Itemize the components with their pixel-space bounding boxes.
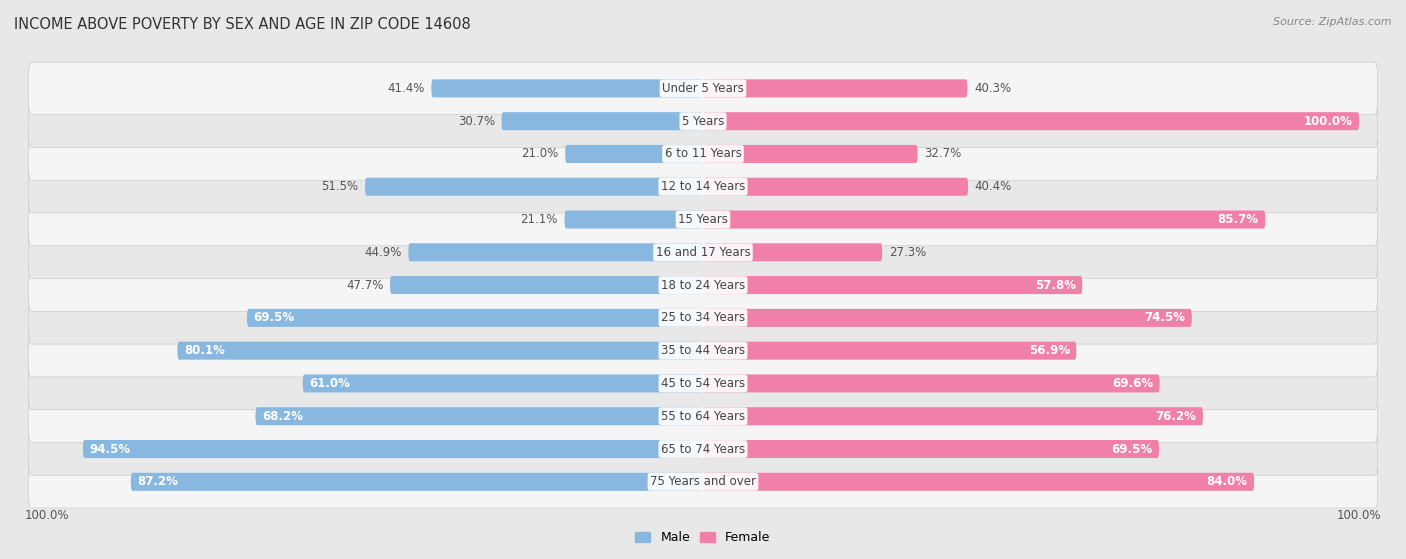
Text: 12 to 14 Years: 12 to 14 Years bbox=[661, 180, 745, 193]
FancyBboxPatch shape bbox=[28, 259, 1378, 311]
Text: 32.7%: 32.7% bbox=[924, 148, 962, 160]
FancyBboxPatch shape bbox=[408, 243, 703, 261]
Text: 74.5%: 74.5% bbox=[1144, 311, 1185, 324]
FancyBboxPatch shape bbox=[432, 79, 703, 97]
FancyBboxPatch shape bbox=[247, 309, 703, 327]
FancyBboxPatch shape bbox=[28, 62, 1378, 115]
Text: 35 to 44 Years: 35 to 44 Years bbox=[661, 344, 745, 357]
Text: 55 to 64 Years: 55 to 64 Years bbox=[661, 410, 745, 423]
FancyBboxPatch shape bbox=[28, 226, 1378, 278]
FancyBboxPatch shape bbox=[28, 324, 1378, 377]
Text: 21.1%: 21.1% bbox=[520, 213, 558, 226]
FancyBboxPatch shape bbox=[28, 95, 1378, 148]
Text: 84.0%: 84.0% bbox=[1206, 475, 1247, 489]
Text: 30.7%: 30.7% bbox=[458, 115, 495, 127]
FancyBboxPatch shape bbox=[703, 407, 1204, 425]
Text: 15 Years: 15 Years bbox=[678, 213, 728, 226]
Text: 56.9%: 56.9% bbox=[1029, 344, 1070, 357]
FancyBboxPatch shape bbox=[703, 440, 1159, 458]
FancyBboxPatch shape bbox=[703, 112, 1360, 130]
Text: 69.6%: 69.6% bbox=[1112, 377, 1153, 390]
FancyBboxPatch shape bbox=[703, 145, 918, 163]
Text: 100.0%: 100.0% bbox=[1303, 115, 1353, 127]
FancyBboxPatch shape bbox=[177, 342, 703, 359]
Text: 69.5%: 69.5% bbox=[1111, 443, 1153, 456]
Text: 5 Years: 5 Years bbox=[682, 115, 724, 127]
FancyBboxPatch shape bbox=[703, 309, 1192, 327]
Text: 76.2%: 76.2% bbox=[1156, 410, 1197, 423]
Text: 51.5%: 51.5% bbox=[322, 180, 359, 193]
FancyBboxPatch shape bbox=[703, 473, 1254, 491]
Text: 40.4%: 40.4% bbox=[974, 180, 1012, 193]
Text: 16 and 17 Years: 16 and 17 Years bbox=[655, 246, 751, 259]
Legend: Male, Female: Male, Female bbox=[630, 526, 776, 549]
Text: 65 to 74 Years: 65 to 74 Years bbox=[661, 443, 745, 456]
FancyBboxPatch shape bbox=[28, 193, 1378, 246]
FancyBboxPatch shape bbox=[28, 456, 1378, 508]
FancyBboxPatch shape bbox=[565, 211, 703, 229]
Text: 47.7%: 47.7% bbox=[346, 278, 384, 292]
FancyBboxPatch shape bbox=[703, 211, 1265, 229]
FancyBboxPatch shape bbox=[28, 390, 1378, 443]
Text: Under 5 Years: Under 5 Years bbox=[662, 82, 744, 95]
Text: 87.2%: 87.2% bbox=[138, 475, 179, 489]
FancyBboxPatch shape bbox=[256, 407, 703, 425]
FancyBboxPatch shape bbox=[28, 423, 1378, 475]
Text: 69.5%: 69.5% bbox=[253, 311, 295, 324]
Text: 57.8%: 57.8% bbox=[1035, 278, 1076, 292]
FancyBboxPatch shape bbox=[28, 160, 1378, 213]
FancyBboxPatch shape bbox=[703, 276, 1083, 294]
Text: 40.3%: 40.3% bbox=[974, 82, 1011, 95]
Text: 75 Years and over: 75 Years and over bbox=[650, 475, 756, 489]
Text: 6 to 11 Years: 6 to 11 Years bbox=[665, 148, 741, 160]
FancyBboxPatch shape bbox=[703, 243, 882, 261]
Text: 21.0%: 21.0% bbox=[522, 148, 558, 160]
FancyBboxPatch shape bbox=[83, 440, 703, 458]
Text: 45 to 54 Years: 45 to 54 Years bbox=[661, 377, 745, 390]
Text: 85.7%: 85.7% bbox=[1218, 213, 1258, 226]
FancyBboxPatch shape bbox=[703, 342, 1077, 359]
FancyBboxPatch shape bbox=[389, 276, 703, 294]
Text: 27.3%: 27.3% bbox=[889, 246, 927, 259]
Text: 44.9%: 44.9% bbox=[364, 246, 402, 259]
FancyBboxPatch shape bbox=[28, 292, 1378, 344]
Text: INCOME ABOVE POVERTY BY SEX AND AGE IN ZIP CODE 14608: INCOME ABOVE POVERTY BY SEX AND AGE IN Z… bbox=[14, 17, 471, 32]
Text: 25 to 34 Years: 25 to 34 Years bbox=[661, 311, 745, 324]
FancyBboxPatch shape bbox=[366, 178, 703, 196]
FancyBboxPatch shape bbox=[703, 178, 969, 196]
FancyBboxPatch shape bbox=[703, 375, 1160, 392]
FancyBboxPatch shape bbox=[131, 473, 703, 491]
FancyBboxPatch shape bbox=[28, 127, 1378, 180]
Text: 80.1%: 80.1% bbox=[184, 344, 225, 357]
Text: 68.2%: 68.2% bbox=[262, 410, 304, 423]
Text: Source: ZipAtlas.com: Source: ZipAtlas.com bbox=[1274, 17, 1392, 27]
FancyBboxPatch shape bbox=[302, 375, 703, 392]
FancyBboxPatch shape bbox=[502, 112, 703, 130]
Text: 94.5%: 94.5% bbox=[90, 443, 131, 456]
FancyBboxPatch shape bbox=[703, 79, 967, 97]
Text: 41.4%: 41.4% bbox=[388, 82, 425, 95]
Text: 18 to 24 Years: 18 to 24 Years bbox=[661, 278, 745, 292]
FancyBboxPatch shape bbox=[565, 145, 703, 163]
Text: 61.0%: 61.0% bbox=[309, 377, 350, 390]
FancyBboxPatch shape bbox=[28, 357, 1378, 410]
